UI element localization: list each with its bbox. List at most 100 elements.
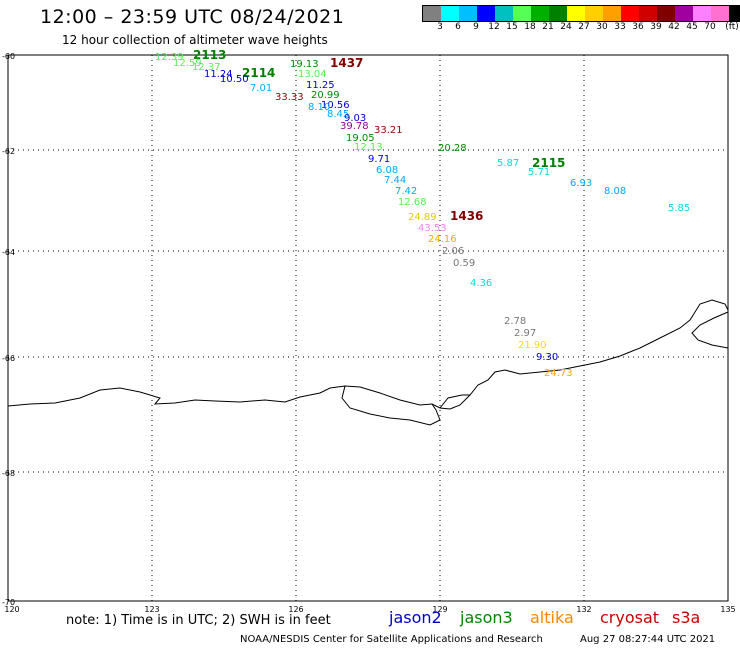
wave-height-value: 11.25 [306, 80, 335, 91]
wave-height-value: 12.13 [354, 142, 383, 153]
colorbar-tick-label: 18 [524, 22, 536, 32]
wave-height-value: 39.78 [340, 121, 369, 132]
footer-timestamp: Aug 27 08:27:44 UTC 2021 [580, 634, 716, 645]
colorbar-tick-label: 33 [614, 22, 626, 32]
colorbar-swatch [423, 6, 441, 21]
wave-height-value: 24.16 [428, 234, 457, 245]
wave-height-value: 12.37 [192, 62, 221, 73]
wave-height-value: 9.30 [536, 352, 558, 363]
wave-height-value: 8.10 [308, 102, 330, 113]
colorbar-swatch [549, 6, 567, 21]
plot-frame [7, 54, 729, 602]
colorbar-swatch [513, 6, 531, 21]
longitude-tick-label: 132 [576, 605, 591, 614]
wave-height-value: 9.03 [344, 113, 366, 124]
wave-height-value: 8.08 [604, 186, 626, 197]
wave-height-value: 9.71 [368, 154, 390, 165]
wave-height-value: 5.87 [497, 158, 519, 169]
colorbar-swatch [711, 6, 729, 21]
wave-height-value: 5.71 [528, 167, 550, 178]
colorbar-tick-label: 27 [578, 22, 590, 32]
wave-height-value: 11.24 [204, 69, 233, 80]
colorbar-swatch [531, 6, 549, 21]
latitude-tick-label: -66 [2, 354, 15, 363]
latitude-tick-label: -68 [2, 469, 15, 478]
wave-height-value: 4.36 [470, 278, 492, 289]
wave-height-value: 21.90 [518, 340, 547, 351]
legend-item-jason2: jason2 [389, 608, 442, 627]
grid-lines [8, 55, 728, 601]
legend-item-jason3: jason3 [460, 608, 513, 627]
colorbar-tick-label: 12 [488, 22, 500, 32]
legend-item-altika: altika [530, 608, 574, 627]
wave-height-value: 33.21 [374, 125, 403, 136]
colorbar-tick-label: 21 [542, 22, 554, 32]
colorbar-tick-label: 24 [560, 22, 572, 32]
pass-number-label: 2114 [242, 66, 275, 80]
coastline [7, 299, 729, 410]
colorbar-swatch [657, 6, 675, 21]
colorbar-tick-label: 15 [506, 22, 518, 32]
pass-number-label: 2113 [193, 48, 226, 62]
colorbar-unit: (ft) [725, 22, 739, 32]
wave-height-value: 12.39 [155, 52, 184, 63]
wave-height-value: 20.28 [438, 143, 467, 154]
colorbar-tick-label: 6 [455, 22, 461, 32]
colorbar-tick-label: 70 [704, 22, 716, 32]
colorbar-tick-label: 9 [473, 22, 479, 32]
wave-height-value: 7.44 [384, 175, 406, 186]
map-title: 12:00 – 23:59 UTC 08/24/2021 [40, 6, 345, 28]
colorbar-swatch [459, 6, 477, 21]
pass-labels: 2113 2114 1437 2115 1436 [193, 48, 565, 223]
coastline-east [691, 311, 729, 349]
longitude-labels: 120 123 126 129 132 135 [4, 605, 735, 614]
longitude-tick-label: 129 [432, 605, 447, 614]
wave-height-value: 6.93 [570, 178, 592, 189]
colorbar-swatch [585, 6, 603, 21]
colorbar-swatch [639, 6, 657, 21]
latitude-tick-label: -64 [2, 248, 15, 257]
longitude-tick-label: 123 [144, 605, 159, 614]
latitude-tick-label: -62 [2, 147, 15, 156]
pass-number-label: 1436 [450, 209, 483, 223]
footer-credit: NOAA/NESDIS Center for Satellite Applica… [240, 634, 543, 645]
wave-height-value: 2.06 [442, 246, 464, 257]
wave-height-value: 13.04 [298, 69, 327, 80]
pass-number-label: 1437 [330, 56, 363, 70]
colorbar-swatch [477, 6, 495, 21]
coastline-inlet [341, 385, 470, 426]
colorbar-tick-label: 45 [686, 22, 698, 32]
colorbar-swatch [675, 6, 693, 21]
colorbar-tick-label: 30 [596, 22, 608, 32]
colorbar-tick-label: 36 [632, 22, 644, 32]
legend-item-s3a: s3a [672, 608, 701, 627]
colorbar-tick-label: 39 [650, 22, 662, 32]
wave-height-value: 10.56 [321, 100, 350, 111]
note-text: note: 1) Time is in UTC; 2) SWH is in fe… [66, 613, 331, 628]
colorbar-swatch [729, 6, 740, 21]
latitude-tick-label: -60 [2, 52, 15, 61]
wave-height-value: 19.05 [346, 133, 375, 144]
colorbar [422, 5, 740, 22]
colorbar-swatch [441, 6, 459, 21]
wave-height-value: 7.01 [250, 83, 272, 94]
wave-height-value: 19.13 [290, 59, 319, 70]
map-subtitle: 12 hour collection of altimeter wave hei… [62, 33, 328, 47]
wave-height-value: 12.59 [173, 58, 202, 69]
wave-height-value: 6.08 [376, 165, 398, 176]
latitude-tick-label: -70 [2, 598, 15, 607]
wave-height-value: 10.50 [220, 74, 249, 85]
legend-item-cryosat: cryosat [600, 608, 660, 627]
colorbar-swatch [693, 6, 711, 21]
colorbar-tick-label: 3 [437, 22, 443, 32]
observations: 12.3912.5912.3711.2410.507.0119.1313.041… [155, 52, 690, 379]
wave-height-value: 24.89 [408, 212, 437, 223]
wave-height-value: 0.59 [453, 258, 475, 269]
colorbar-swatch [603, 6, 621, 21]
latitude-labels: -60 -62 -64 -66 -68 -70 [2, 52, 15, 607]
colorbar-tick-label: 42 [668, 22, 680, 32]
wave-height-value: 2.78 [504, 316, 526, 327]
longitude-tick-label: 126 [288, 605, 303, 614]
longitude-tick-label: 120 [4, 605, 19, 614]
